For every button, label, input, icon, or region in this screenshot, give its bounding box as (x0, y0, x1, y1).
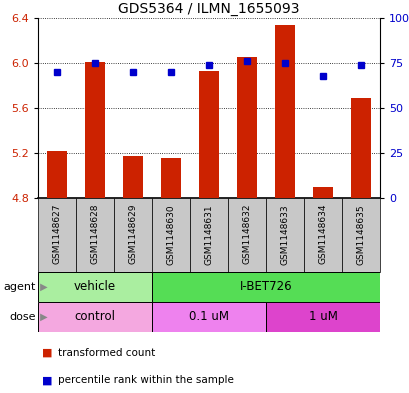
Text: ■: ■ (42, 348, 52, 358)
Text: GSM1148628: GSM1148628 (90, 204, 99, 264)
Bar (341, 198, 379, 272)
Text: GSM1148629: GSM1148629 (128, 204, 137, 264)
Bar (274, 25, 295, 198)
Text: control: control (74, 310, 115, 323)
Text: GSM1148635: GSM1148635 (356, 204, 364, 264)
Bar (38, 302, 152, 332)
Bar (152, 198, 189, 272)
Text: GSM1148634: GSM1148634 (318, 204, 327, 264)
Bar (350, 98, 371, 198)
Bar (198, 71, 219, 198)
Bar (265, 302, 379, 332)
Text: ■: ■ (42, 375, 52, 385)
Bar (189, 198, 227, 272)
Text: ▶: ▶ (37, 312, 47, 322)
Bar (152, 302, 265, 332)
Bar (227, 198, 265, 272)
Text: dose: dose (9, 312, 36, 322)
Text: vehicle: vehicle (74, 281, 116, 294)
Text: GSM1148630: GSM1148630 (166, 204, 175, 264)
Bar (122, 156, 143, 198)
Bar (303, 198, 341, 272)
Text: ▶: ▶ (37, 282, 47, 292)
Text: transformed count: transformed count (58, 348, 155, 358)
Text: GSM1148627: GSM1148627 (52, 204, 61, 264)
Text: 0.1 uM: 0.1 uM (189, 310, 229, 323)
Bar (84, 62, 105, 198)
Text: GSM1148631: GSM1148631 (204, 204, 213, 264)
Text: percentile rank within the sample: percentile rank within the sample (58, 375, 234, 385)
Bar (76, 198, 114, 272)
Text: GSM1148632: GSM1148632 (242, 204, 251, 264)
Title: GDS5364 / ILMN_1655093: GDS5364 / ILMN_1655093 (118, 2, 299, 16)
Bar (47, 151, 67, 198)
Bar (38, 272, 152, 302)
Bar (114, 198, 152, 272)
Bar (265, 198, 303, 272)
Text: I-BET726: I-BET726 (239, 281, 292, 294)
Text: 1 uM: 1 uM (308, 310, 337, 323)
Bar (236, 57, 257, 198)
Bar (38, 198, 76, 272)
Bar (160, 158, 181, 198)
Text: GSM1148633: GSM1148633 (280, 204, 289, 264)
Text: agent: agent (4, 282, 36, 292)
Bar (312, 187, 333, 198)
Bar (152, 272, 379, 302)
